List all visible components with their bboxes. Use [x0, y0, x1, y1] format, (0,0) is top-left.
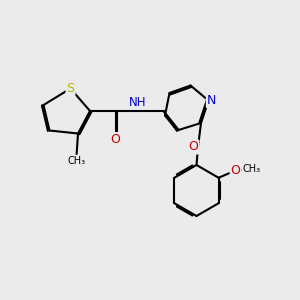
Text: O: O: [231, 164, 241, 177]
Text: CH₃: CH₃: [242, 164, 261, 174]
Text: O: O: [189, 140, 198, 154]
Text: N: N: [207, 94, 216, 107]
Text: CH₃: CH₃: [68, 155, 85, 166]
Text: NH: NH: [129, 95, 147, 109]
Text: O: O: [111, 133, 120, 146]
Text: S: S: [67, 82, 74, 95]
